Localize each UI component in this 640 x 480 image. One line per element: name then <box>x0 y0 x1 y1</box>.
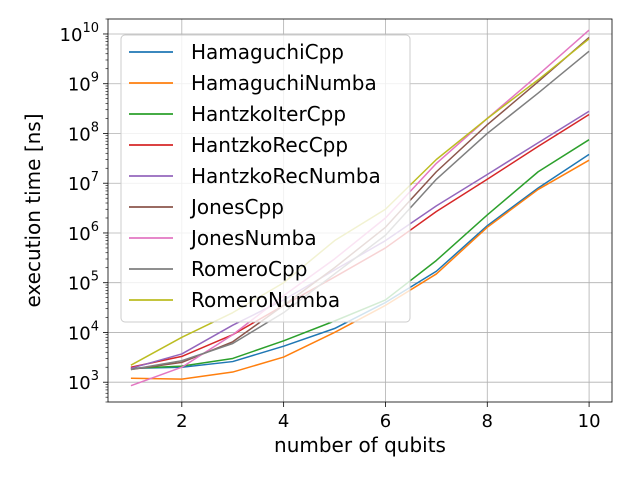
legend-label: HantzkoRecNumba <box>191 164 381 188</box>
legend-label: HamaguchiCpp <box>191 40 344 64</box>
legend-label: HantzkoRecCpp <box>191 133 348 157</box>
x-axis-title: number of qubits <box>274 433 446 457</box>
y-tick-label: 109 <box>68 71 99 96</box>
x-tick-label: 8 <box>482 411 493 432</box>
legend-label: JonesNumba <box>189 226 317 250</box>
legend-box <box>120 34 411 323</box>
legend-label: HamaguchiNumba <box>191 71 377 95</box>
axes-frame <box>107 18 613 403</box>
x-tick-label: 2 <box>176 411 187 432</box>
x-tick-label: 10 <box>578 411 601 432</box>
y-tick-label: 106 <box>68 220 99 245</box>
legend-label: RomeroCpp <box>191 257 307 281</box>
x-axis-ticks: 2 4 6 8 10 <box>176 402 601 432</box>
legend-label: HantzkoIterCpp <box>191 102 346 126</box>
y-tick-label: 104 <box>68 319 99 344</box>
plot-frame <box>107 18 613 403</box>
legend: HamaguchiCpp HamaguchiNumba HantzkoIterCpp… <box>120 34 411 323</box>
x-tick-label: 6 <box>380 411 391 432</box>
y-axis-title: execution time [ns] <box>21 113 45 307</box>
legend-label: JonesCpp <box>189 195 284 219</box>
y-tick-label: 107 <box>68 170 99 195</box>
legend-label: RomeroNumba <box>191 288 340 312</box>
y-tick-label: 103 <box>68 369 99 394</box>
y-tick-label: 1010 <box>60 21 99 46</box>
x-tick-label: 4 <box>278 411 289 432</box>
y-tick-label: 108 <box>68 120 99 145</box>
y-tick-label: 105 <box>68 270 99 295</box>
y-axis-ticks: 103 104 105 106 107 108 109 1010 <box>60 18 108 403</box>
